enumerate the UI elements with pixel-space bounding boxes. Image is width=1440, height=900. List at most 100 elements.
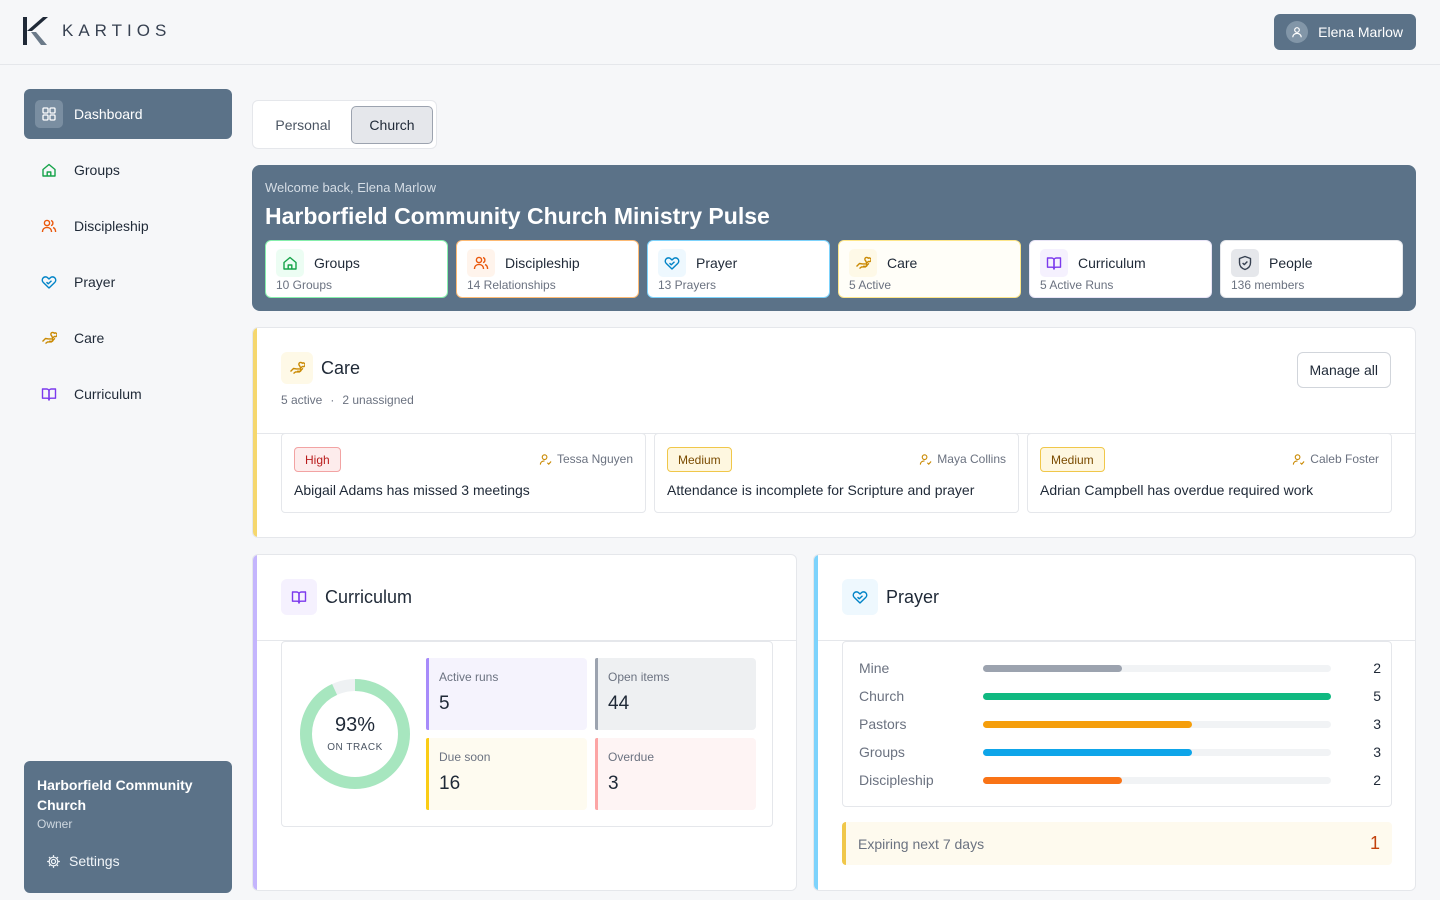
user-menu-button[interactable]: Elena Marlow [1274, 14, 1416, 50]
care-item[interactable]: Medium Caleb Foster Adrian Campbell has … [1027, 433, 1392, 513]
care-hand-icon [849, 249, 877, 277]
stat-count: 13 Prayers [658, 278, 717, 292]
prayer-title: Prayer [886, 587, 940, 607]
prayer-accent-bar [814, 555, 818, 890]
church-role: Owner [37, 817, 73, 831]
row-track [983, 749, 1331, 756]
stat-label: Open items [608, 670, 670, 684]
sidebar-item-label: Discipleship [74, 218, 149, 234]
care-item[interactable]: High Tessa Nguyen Abigail Adams has miss… [281, 433, 646, 513]
row-fill [983, 777, 1123, 784]
settings-button[interactable]: Settings [46, 853, 120, 869]
assignee: Tessa Nguyen [539, 452, 633, 466]
stat-card-prayer[interactable]: Prayer 13 Prayers [647, 240, 830, 298]
assignee: Maya Collins [919, 452, 1006, 466]
row-label: Pastors [859, 716, 907, 732]
church-name: Harborfield Community Church [37, 777, 193, 813]
heart-hands-icon [658, 249, 686, 277]
sidebar-item-care[interactable]: Care [24, 313, 232, 363]
row-track [983, 693, 1331, 700]
stat-label: People [1269, 255, 1313, 271]
prayer-row-church[interactable]: Church 5 [843, 686, 1393, 706]
manage-all-button[interactable]: Manage all [1296, 352, 1391, 388]
book-icon [38, 383, 60, 405]
prayer-row-discipleship[interactable]: Discipleship 2 [843, 770, 1393, 790]
stat-card-care[interactable]: Care 5 Active [838, 240, 1021, 298]
user-name: Elena Marlow [1318, 24, 1403, 40]
care-hand-icon [38, 327, 60, 349]
stat-accent-bar [595, 658, 598, 730]
row-fill [983, 749, 1192, 756]
toggle-personal[interactable]: Personal [275, 117, 331, 133]
scope-toggle: Personal Church [252, 100, 437, 149]
ministry-pulse-banner: Welcome back, Elena Marlow Harborfield C… [252, 165, 1416, 311]
row-track [983, 721, 1331, 728]
row-value: 2 [1373, 660, 1381, 676]
stat-card-curriculum[interactable]: Curriculum 5 Active Runs [1029, 240, 1212, 298]
care-item[interactable]: Medium Maya Collins Attendance is incomp… [654, 433, 1019, 513]
stat-label: Discipleship [505, 255, 580, 271]
stat-count: 14 Relationships [467, 278, 556, 292]
stat-accent-bar [426, 738, 429, 810]
assignee-icon [920, 453, 932, 465]
book-icon [1040, 249, 1068, 277]
book-icon [281, 579, 317, 615]
prayer-row-pastors[interactable]: Pastors 3 [843, 714, 1393, 734]
stat-accent-bar [426, 658, 429, 730]
sidebar-item-label: Prayer [74, 274, 116, 290]
page-title: Harborfield Community Church Ministry Pu… [265, 203, 770, 229]
sidebar-item-dashboard[interactable]: Dashboard [24, 89, 232, 139]
stat-overdue[interactable]: Overdue 3 [595, 738, 756, 810]
stat-label: Overdue [608, 750, 655, 764]
brand-logo[interactable]: KARTIOS [22, 16, 171, 46]
care-summary: 5 active · 2 unassigned [281, 393, 414, 407]
top-bar: KARTIOS Elena Marlow [0, 0, 1440, 65]
stat-active-runs[interactable]: Active runs 5 [426, 658, 587, 730]
user-avatar-icon [1286, 21, 1309, 43]
row-track [983, 665, 1331, 672]
row-fill [983, 665, 1123, 672]
kartios-logo-icon [23, 17, 48, 45]
sidebar-item-curriculum[interactable]: Curriculum [24, 369, 232, 419]
curriculum-section: Curriculum 93% ON TRACK Active runs 5 Op… [252, 554, 797, 891]
row-label: Groups [859, 744, 905, 760]
assignee-name: Tessa Nguyen [556, 452, 633, 466]
stat-card-discipleship[interactable]: Discipleship 14 Relationships [456, 240, 639, 298]
stat-value: 3 [608, 773, 619, 794]
stat-count: 136 members [1231, 278, 1305, 292]
sidebar-item-discipleship[interactable]: Discipleship [24, 201, 232, 251]
stat-card-people[interactable]: People 136 members [1220, 240, 1403, 298]
settings-label: Settings [69, 853, 120, 869]
sidebar-item-label: Groups [74, 162, 120, 178]
heart-hands-icon [842, 579, 878, 615]
stat-value: 16 [439, 773, 461, 794]
assignee: Caleb Foster [1292, 452, 1379, 466]
people-icon [38, 215, 60, 237]
stat-card-groups[interactable]: Groups 10 Groups [265, 240, 448, 298]
stat-label: Active runs [439, 670, 499, 684]
assignee-name: Caleb Foster [1310, 452, 1379, 466]
care-item-text: Abigail Adams has missed 3 meetings [294, 482, 530, 498]
prayer-row-groups[interactable]: Groups 3 [843, 742, 1393, 762]
sidebar-item-label: Curriculum [74, 386, 142, 402]
sidebar-item-groups[interactable]: Groups [24, 145, 232, 195]
stat-due-soon[interactable]: Due soon 16 [426, 738, 587, 810]
church-switcher-card[interactable]: Harborfield Community Church Owner Setti… [24, 761, 232, 893]
on-track-donut [300, 679, 410, 789]
care-separator: · [330, 393, 335, 407]
care-active-count: 5 active [281, 393, 323, 407]
sidebar-item-prayer[interactable]: Prayer [24, 257, 232, 307]
toggle-church[interactable]: Church [351, 106, 433, 144]
stat-label: Prayer [696, 255, 738, 271]
prayer-row-mine[interactable]: Mine 2 [843, 658, 1393, 678]
stat-value: 5 [439, 693, 450, 714]
home-icon [38, 159, 60, 181]
care-hand-icon [281, 352, 313, 384]
stat-open-items[interactable]: Open items 44 [595, 658, 756, 730]
expiring-label: Expiring next 7 days [858, 836, 985, 852]
row-label: Mine [859, 660, 890, 676]
row-fill [983, 721, 1192, 728]
prayer-section: Prayer Mine 2 Church 5 Pastors 3 Groups … [813, 554, 1416, 891]
priority-badge: Medium [1040, 447, 1105, 472]
expiring-prayers[interactable]: Expiring next 7 days 1 [842, 822, 1392, 865]
